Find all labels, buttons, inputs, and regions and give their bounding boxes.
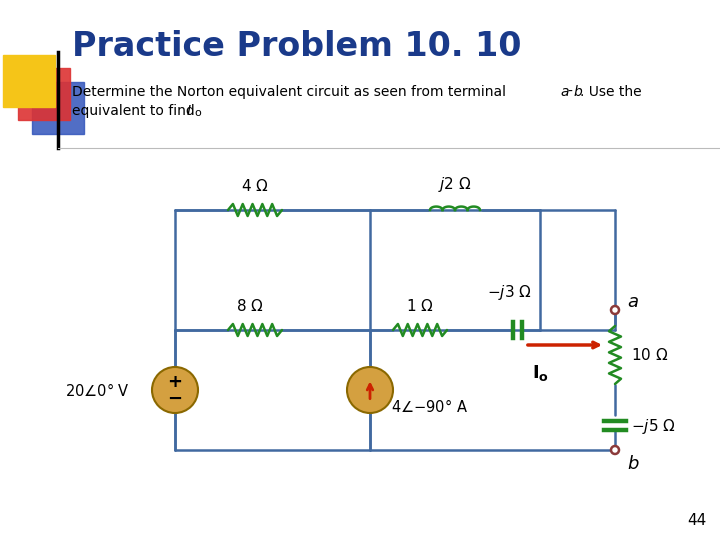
Text: 4$\angle$$-$90° A: 4$\angle$$-$90° A bbox=[392, 398, 469, 415]
Text: 1 $\Omega$: 1 $\Omega$ bbox=[406, 298, 434, 314]
Circle shape bbox=[611, 306, 619, 314]
Text: b: b bbox=[627, 455, 639, 473]
Circle shape bbox=[347, 367, 393, 413]
Text: $-j$3 $\Omega$: $-j$3 $\Omega$ bbox=[487, 283, 531, 302]
Text: $\mathbf{I_o}$: $\mathbf{I_o}$ bbox=[531, 363, 549, 383]
Text: b: b bbox=[573, 85, 582, 99]
Text: $-j$5 $\Omega$: $-j$5 $\Omega$ bbox=[631, 417, 675, 436]
Circle shape bbox=[152, 367, 198, 413]
Circle shape bbox=[611, 446, 619, 454]
Text: −: − bbox=[168, 390, 183, 408]
Text: -: - bbox=[567, 85, 572, 99]
Text: +: + bbox=[168, 373, 182, 391]
Bar bbox=[32, 82, 84, 134]
Text: 4 $\Omega$: 4 $\Omega$ bbox=[241, 178, 269, 194]
Text: a: a bbox=[560, 85, 569, 99]
Text: Determine the Norton equivalent circuit as seen from terminal: Determine the Norton equivalent circuit … bbox=[72, 85, 510, 99]
Bar bbox=[3, 55, 55, 107]
Text: 8 $\Omega$: 8 $\Omega$ bbox=[236, 298, 264, 314]
Text: I: I bbox=[187, 104, 191, 118]
Text: o: o bbox=[194, 108, 201, 118]
Text: 44: 44 bbox=[687, 513, 706, 528]
Text: a: a bbox=[627, 293, 638, 311]
Text: 20$\angle$0° V: 20$\angle$0° V bbox=[65, 381, 130, 399]
Text: $j$2 $\Omega$: $j$2 $\Omega$ bbox=[438, 175, 472, 194]
Text: . Use the: . Use the bbox=[580, 85, 642, 99]
Text: equivalent to find: equivalent to find bbox=[72, 104, 199, 118]
Text: 10 $\Omega$: 10 $\Omega$ bbox=[631, 347, 668, 363]
Text: Practice Problem 10. 10: Practice Problem 10. 10 bbox=[72, 30, 521, 63]
Bar bbox=[18, 68, 70, 120]
